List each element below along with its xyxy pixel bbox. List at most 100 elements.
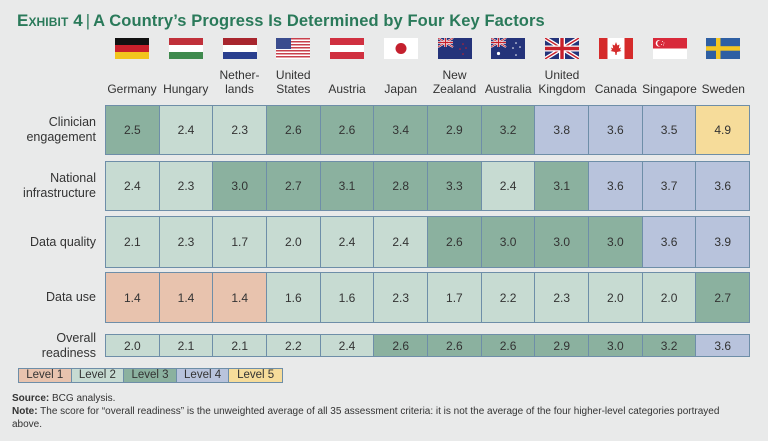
heatmap-cell: 3.0	[589, 217, 643, 267]
source-text: BCG analysis.	[49, 393, 116, 404]
heatmap-cell: 2.6	[320, 106, 375, 154]
country-name: Australia	[485, 68, 532, 96]
country-name-line: Australia	[484, 82, 532, 96]
heatmap-cell: 2.9	[535, 335, 590, 356]
heatmap-cell: 3.6	[589, 106, 643, 154]
country-name: Nether-lands	[219, 68, 259, 96]
heatmap-cell: 2.4	[320, 335, 375, 356]
column-flag	[481, 38, 535, 59]
heatmap-cell: 3.0	[481, 217, 536, 267]
country-name-line	[328, 68, 365, 82]
heatmap-cell: 3.6	[696, 162, 750, 210]
heatmap-cell: 1.4	[213, 273, 268, 322]
country-name: Austria	[328, 68, 365, 96]
heatmap-cell: 2.4	[481, 162, 536, 210]
heatmap-cell: 2.7	[267, 162, 321, 210]
heatmap-cell: 3.6	[642, 217, 697, 267]
column-flag	[535, 38, 589, 59]
heatmap-cell: 2.1	[159, 335, 214, 356]
column-label: United States	[263, 66, 323, 96]
heatmap-cell: 2.2	[267, 335, 321, 356]
heatmap-cell: 4.9	[696, 106, 750, 154]
country-name-line: Nether-	[219, 68, 260, 82]
heatmap-cell: 2.8	[374, 162, 429, 210]
heatmap-cell: 2.3	[374, 273, 429, 322]
heatmap-row: 1.4 1.4 1.4 1.6 1.6 2.3 1.7 2.2 2.3 2.0 2.0 2.7	[105, 272, 750, 323]
country-name: Hungary	[163, 68, 208, 96]
column-label: Canada	[586, 66, 646, 96]
australia-flag-icon	[491, 38, 526, 59]
heatmap-cell: 3.0	[589, 335, 643, 356]
country-name-line: Zealand	[432, 82, 477, 96]
column-flag	[428, 38, 482, 59]
chart-title: Exhibit 4 | A Country’s Progress Is Determ…	[17, 11, 545, 31]
row-label: Overall readiness	[0, 330, 96, 360]
canada-flag-icon	[598, 38, 633, 59]
legend-item-level-2: Level 2	[71, 369, 125, 382]
netherlands-flag-icon	[222, 38, 257, 59]
heatmap-cell: 3.2	[481, 106, 536, 154]
column-label: Australia	[478, 66, 538, 96]
heatmap-cell: 2.0	[106, 335, 160, 356]
country-name-line: Austria	[328, 82, 366, 96]
legend-item-level-3: Level 3	[124, 369, 177, 382]
heatmap-cell: 3.0	[535, 217, 590, 267]
heatmap-cell: 2.0	[589, 273, 643, 322]
row-label-text: Data quality	[30, 235, 96, 250]
country-name-line: New	[442, 68, 467, 82]
row-label-line: engagement	[26, 130, 96, 144]
row-label-line: Clinician	[48, 115, 96, 129]
heatmap-cell: 3.4	[374, 106, 429, 154]
heatmap-cell: 1.6	[267, 273, 321, 322]
column-flag	[643, 38, 697, 59]
column-flag	[159, 38, 213, 59]
heatmap-cell: 2.4	[374, 217, 429, 267]
legend: Level 1 Level 2 Level 3 Level 4 Level 5	[18, 368, 283, 383]
heatmap-cell: 3.7	[642, 162, 697, 210]
country-name: Japan	[384, 68, 417, 96]
country-name-line: Canada	[594, 82, 637, 96]
row-label-text: Data use	[46, 290, 96, 305]
heatmap-cell: 2.6	[374, 335, 429, 356]
heatmap-cell: 2.3	[535, 273, 590, 322]
heatmap-cell: 3.8	[535, 106, 590, 154]
note-text: The score for “overall readiness” is the…	[12, 406, 720, 430]
row-label: National infrastructure	[0, 161, 96, 211]
note: Note: The score for “overall readiness” …	[12, 405, 732, 431]
heatmap-cell: 2.4	[320, 217, 375, 267]
usa-flag-icon	[276, 38, 311, 59]
heatmap-cell: 2.1	[106, 217, 160, 267]
heatmap-cell: 3.6	[696, 335, 750, 356]
heatmap-cell: 2.3	[159, 217, 214, 267]
country-name: Sweden	[702, 68, 745, 96]
singapore-flag-icon	[652, 38, 687, 59]
heatmap-cell: 2.6	[428, 335, 482, 356]
heatmap-cell: 2.7	[696, 273, 750, 322]
row-label-text: National infrastructure	[23, 171, 96, 201]
new-zealand-flag-icon	[437, 38, 472, 59]
country-name-line: Hungary	[163, 82, 209, 96]
row-label-line: Overall	[56, 330, 96, 345]
title-text: A Country’s Progress Is Determined by Fo…	[93, 12, 545, 30]
heatmap-row: 2.1 2.3 1.7 2.0 2.4 2.4 2.6 3.0 3.0 3.0 3.6 3.9	[105, 216, 750, 268]
country-name-line: United	[544, 68, 580, 82]
country-name-line	[642, 68, 697, 82]
country-name: Canada	[595, 68, 637, 96]
heatmap-cell: 2.4	[159, 106, 214, 154]
heatmap-cell: 1.7	[213, 217, 268, 267]
heatmap-cell: 2.1	[213, 335, 268, 356]
heatmap-cell: 2.3	[159, 162, 214, 210]
column-flag	[589, 38, 643, 59]
heatmap-cell: 2.6	[428, 217, 482, 267]
country-name-line: Germany	[107, 82, 157, 96]
column-label: New Zealand	[425, 66, 485, 96]
heatmap-cell: 3.0	[213, 162, 268, 210]
country-name-line	[163, 68, 208, 82]
column-flag	[105, 38, 159, 59]
country-name-line: Sweden	[701, 82, 745, 96]
heatmap-cell: 2.4	[106, 162, 160, 210]
heatmap-cell: 2.3	[213, 106, 268, 154]
title-separator: |	[85, 12, 91, 30]
country-name-line: States	[276, 82, 311, 96]
heatmap-cell: 3.1	[535, 162, 590, 210]
